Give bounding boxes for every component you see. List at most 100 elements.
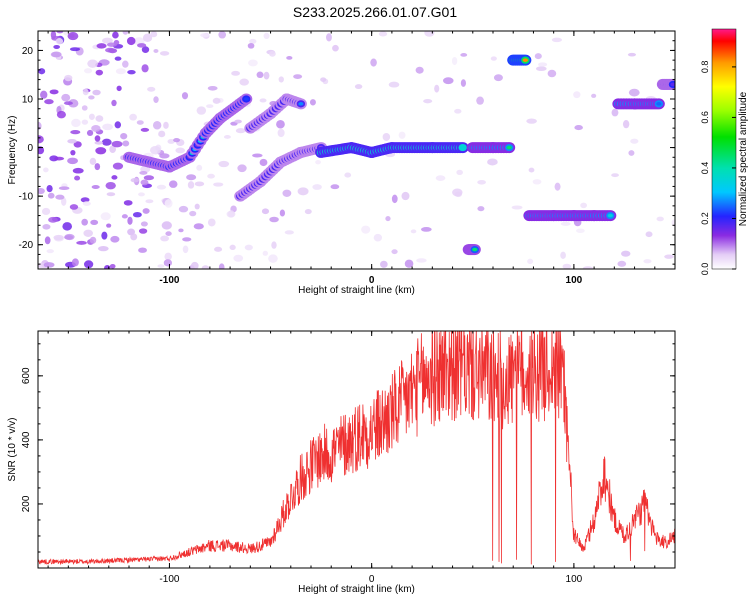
chart-title: S233.2025.266.01.07.G01 xyxy=(293,4,457,20)
noise-blob xyxy=(123,200,133,206)
noise-blob xyxy=(64,233,75,241)
noise-blob xyxy=(269,216,279,223)
noise-blob xyxy=(420,227,432,232)
noise-blob xyxy=(150,31,158,38)
noise-blob xyxy=(354,84,363,90)
noise-blob xyxy=(89,157,97,165)
noise-blob xyxy=(528,167,535,173)
noise-blob xyxy=(71,258,79,267)
noise-blob xyxy=(55,37,64,45)
noise-blob xyxy=(72,167,84,174)
noise-blob xyxy=(207,173,215,179)
noise-blob xyxy=(263,71,270,80)
noise-blob xyxy=(143,175,155,181)
noise-blob xyxy=(332,44,339,52)
noise-blob xyxy=(61,93,71,102)
noise-blob xyxy=(200,33,210,38)
noise-blob xyxy=(156,184,167,190)
ridge-8 xyxy=(612,98,665,110)
noise-blob xyxy=(51,51,62,58)
noise-blob xyxy=(460,53,468,57)
noise-blob xyxy=(43,262,55,268)
ridge-core xyxy=(670,82,675,87)
ridge-9 xyxy=(656,78,675,90)
noise-blob xyxy=(47,192,55,199)
colorbar: 0.0 0.2 0.4 0.6 0.8 Normalized spectral ampli… xyxy=(700,28,749,275)
noise-blob xyxy=(527,258,534,265)
noise-blob xyxy=(114,56,122,61)
noise-blob xyxy=(262,250,268,256)
noise-blob xyxy=(256,71,264,79)
noise-blob xyxy=(74,175,81,181)
snr-plot: -100 0 100 200 400 600 Height of straight line… xyxy=(7,330,676,595)
noise-blob xyxy=(259,158,268,167)
noise-blob xyxy=(237,164,247,173)
noise-blob xyxy=(248,59,258,67)
noise-blob xyxy=(213,182,224,187)
noise-blob xyxy=(487,158,498,166)
ridge-core xyxy=(243,97,249,101)
noise-blob xyxy=(218,263,225,269)
y-tick-label: 400 xyxy=(21,431,32,448)
noise-blob xyxy=(46,184,53,193)
noise-blob xyxy=(391,194,398,204)
noise-blob xyxy=(233,254,244,262)
noise-blob xyxy=(385,216,391,222)
noise-blob xyxy=(80,197,90,203)
noise-blob xyxy=(137,43,147,48)
x-axis-label: Height of straight line (km) xyxy=(298,285,415,296)
noise-blob xyxy=(97,246,109,252)
noise-blob xyxy=(304,208,312,215)
noise-blob xyxy=(127,69,136,75)
noise-blob xyxy=(89,236,97,244)
noise-blob xyxy=(161,221,172,230)
noise-blob xyxy=(196,164,203,171)
noise-blob xyxy=(252,153,263,158)
noise-blob xyxy=(404,259,414,268)
noise-blob xyxy=(656,216,664,222)
noise-blob xyxy=(532,179,542,185)
noise-blob xyxy=(278,76,284,83)
noise-blob xyxy=(434,84,440,93)
noise-blob xyxy=(490,56,497,61)
noise-blob xyxy=(194,181,205,187)
noise-blob xyxy=(106,192,116,197)
noise-blob xyxy=(63,101,73,106)
noise-blob xyxy=(573,91,581,99)
noise-blob xyxy=(456,169,463,176)
colorbar-tick-label: 0.8 xyxy=(700,61,710,74)
noise-blob xyxy=(73,141,82,148)
noise-blob xyxy=(279,209,286,217)
noise-blob xyxy=(207,218,216,227)
noise-blob xyxy=(105,181,116,190)
noise-blob xyxy=(168,180,178,188)
noise-blob xyxy=(398,131,406,139)
noise-blob xyxy=(56,31,64,34)
ridge-core xyxy=(460,145,466,150)
noise-blob xyxy=(388,81,400,88)
ridge-7 xyxy=(523,210,617,222)
noise-blob xyxy=(551,37,562,43)
noise-blob xyxy=(95,147,107,155)
noise-blob xyxy=(320,77,327,82)
noise-blob xyxy=(138,192,145,197)
ridge-3 xyxy=(315,142,469,158)
y-tick-label: 600 xyxy=(21,367,32,384)
noise-blob xyxy=(116,85,122,92)
noise-blob xyxy=(140,165,151,173)
noise-blob xyxy=(67,138,77,144)
colorbar-tick-label: 0.6 xyxy=(700,111,710,124)
x-tick-label: -100 xyxy=(159,275,179,286)
noise-blob xyxy=(207,85,218,91)
ridge-0 xyxy=(123,93,253,173)
noise-blob xyxy=(70,130,81,135)
noise-blob xyxy=(95,69,104,76)
ridge-2 xyxy=(234,142,328,202)
y-tick-label: 10 xyxy=(22,95,34,106)
noise-blob xyxy=(46,249,54,254)
noise-blob xyxy=(106,223,112,228)
ridge-5 xyxy=(507,54,532,66)
noise-blob xyxy=(115,68,126,75)
y-tick-label: 20 xyxy=(22,46,34,57)
